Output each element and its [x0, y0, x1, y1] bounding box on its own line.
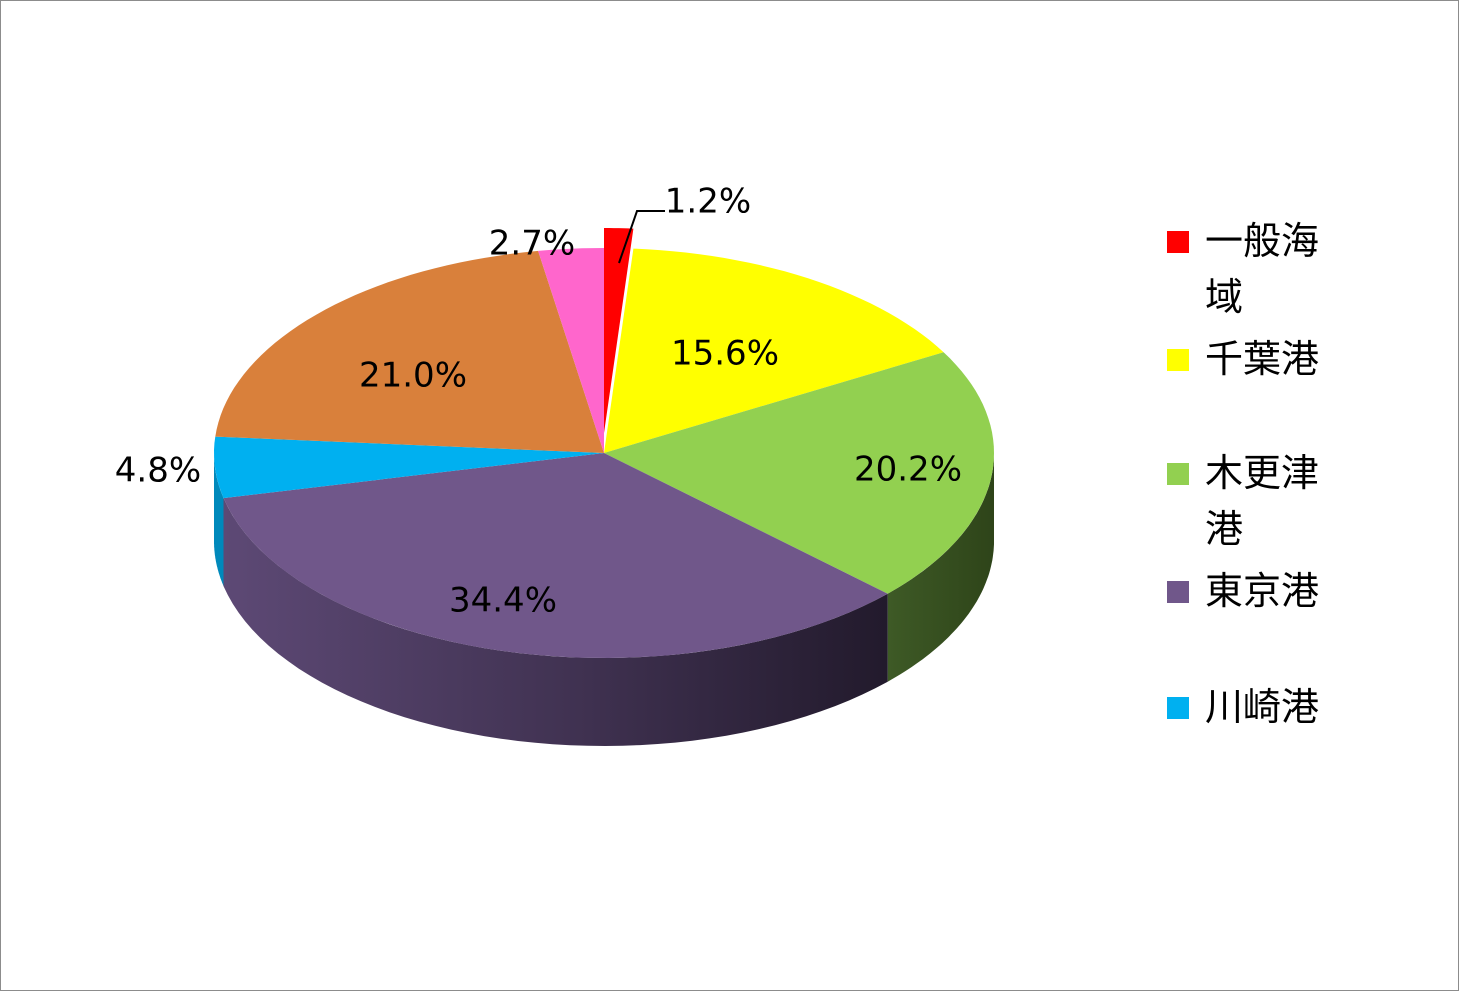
pie-side-2 — [887, 453, 994, 682]
legend-label: 木更津港 — [1205, 451, 1320, 551]
legend-swatch — [1167, 349, 1189, 371]
legend-swatch — [1167, 463, 1189, 485]
data-label-0: 1.2% — [665, 182, 751, 222]
pie-slice-0 — [604, 228, 634, 433]
legend-item: 木更津港 — [1167, 445, 1339, 557]
legend-label: 千葉港 — [1205, 337, 1320, 381]
data-label-1: 15.6% — [671, 334, 779, 374]
legend-label: 一般海域 — [1205, 219, 1320, 319]
data-label-6: 2.7% — [489, 224, 575, 264]
legend-label: 川崎港 — [1205, 685, 1320, 729]
data-label-4: 4.8% — [115, 451, 201, 491]
pie-slice-3 — [223, 453, 888, 658]
legend-label: 東京港 — [1205, 569, 1320, 613]
legend-swatch — [1167, 581, 1189, 603]
pie-slice-1 — [604, 248, 944, 453]
data-label-2: 20.2% — [854, 450, 962, 490]
pie-slice-4 — [214, 436, 604, 499]
legend-swatch — [1167, 231, 1189, 253]
legend-item: 千葉港 — [1167, 331, 1339, 387]
data-label-5: 21.0% — [359, 356, 467, 396]
legend-item: 一般海域 — [1167, 213, 1339, 325]
pie-slice-6 — [538, 248, 604, 453]
pie-side-4 — [214, 453, 224, 587]
pie-slice-2 — [604, 352, 994, 594]
data-label-3: 34.4% — [449, 581, 557, 621]
pie-slice-5 — [215, 250, 605, 453]
legend-item: 東京港 — [1167, 563, 1339, 619]
leader-line — [618, 210, 665, 264]
legend-swatch — [1167, 697, 1189, 719]
legend-item: 川崎港 — [1167, 679, 1339, 735]
pie-side-3 — [223, 498, 888, 746]
